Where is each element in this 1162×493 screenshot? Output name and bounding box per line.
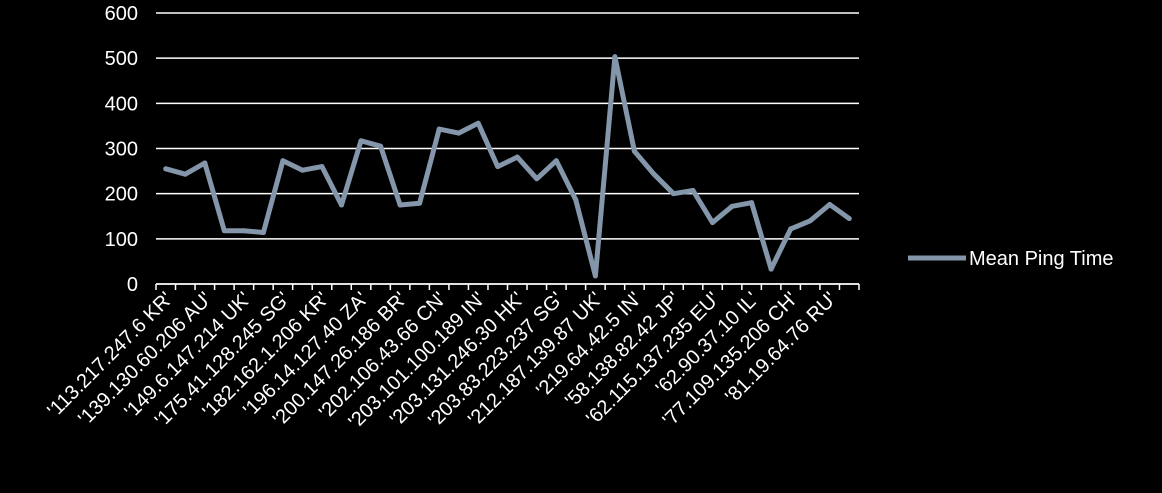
data-point bbox=[339, 202, 345, 208]
x-axis bbox=[155, 283, 860, 290]
data-point bbox=[221, 228, 227, 234]
data-point bbox=[475, 120, 481, 126]
data-point bbox=[163, 166, 169, 172]
data-point bbox=[514, 154, 520, 160]
data-point bbox=[260, 230, 266, 236]
data-point bbox=[534, 176, 540, 182]
data-point bbox=[436, 126, 442, 132]
y-tick-label: 0 bbox=[127, 274, 138, 296]
data-point bbox=[241, 228, 247, 234]
data-point bbox=[202, 160, 208, 166]
data-point bbox=[612, 54, 618, 60]
data-point bbox=[182, 171, 188, 177]
data-point bbox=[573, 197, 579, 203]
data-point bbox=[710, 220, 716, 226]
data-point bbox=[846, 216, 852, 222]
gridlines bbox=[156, 12, 859, 285]
data-point bbox=[495, 164, 501, 170]
data-point bbox=[729, 203, 735, 209]
data-point bbox=[631, 148, 637, 154]
data-point bbox=[690, 188, 696, 194]
data-point bbox=[397, 202, 403, 208]
data-point bbox=[788, 226, 794, 232]
y-tick-label: 600 bbox=[105, 3, 138, 25]
y-tick-label: 300 bbox=[105, 139, 138, 161]
data-point bbox=[749, 200, 755, 206]
legend-label: Mean Ping Time bbox=[969, 248, 1114, 270]
y-tick-label: 200 bbox=[105, 184, 138, 206]
data-point bbox=[456, 130, 462, 136]
data-point bbox=[807, 218, 813, 224]
data-point bbox=[417, 200, 423, 206]
y-tick-label: 500 bbox=[105, 48, 138, 70]
data-point bbox=[651, 171, 657, 177]
data-point bbox=[768, 266, 774, 272]
series-line bbox=[163, 54, 852, 279]
data-point bbox=[358, 138, 364, 144]
x-axis-tick-labels: '113.217.247.6 KR''139.130.60.206 AU''14… bbox=[43, 288, 841, 433]
y-tick-label: 100 bbox=[105, 229, 138, 251]
data-point bbox=[299, 167, 305, 173]
data-point bbox=[319, 164, 325, 170]
series-layer bbox=[163, 54, 852, 279]
data-point bbox=[592, 273, 598, 279]
data-point bbox=[553, 158, 559, 164]
data-point bbox=[280, 158, 286, 164]
data-point bbox=[827, 202, 833, 208]
data-point bbox=[378, 143, 384, 149]
y-tick-label: 400 bbox=[105, 93, 138, 115]
y-axis-ticks: 0 100 200 300 400 500 600 bbox=[105, 3, 138, 296]
legend: Mean Ping Time bbox=[908, 248, 1114, 270]
data-point bbox=[670, 191, 676, 197]
